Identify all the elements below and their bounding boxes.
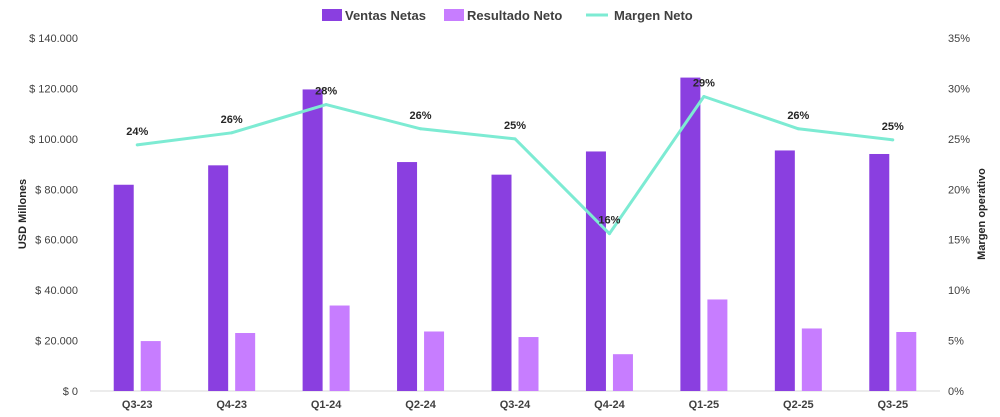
bar-resultado-neto xyxy=(235,333,256,391)
line-point xyxy=(230,131,234,135)
bar-ventas-netas xyxy=(680,77,701,391)
line-point xyxy=(419,127,423,131)
y2-axis-title: Margen operativo xyxy=(976,168,988,260)
x-tick-label: Q2-24 xyxy=(405,399,436,411)
y-tick-label: $ 120.000 xyxy=(29,83,78,95)
bar-resultado-neto xyxy=(707,299,728,391)
y-tick-label: $ 40.000 xyxy=(35,285,78,297)
y2-tick-label: 35% xyxy=(948,33,970,45)
line-point xyxy=(324,103,328,107)
y-tick-label: $ 0 xyxy=(63,386,78,398)
bar-ventas-netas xyxy=(869,153,890,391)
y-tick-label: $ 60.000 xyxy=(35,235,78,247)
x-tick-label: Q4-24 xyxy=(594,399,625,411)
x-tick-label: Q3-25 xyxy=(877,399,908,411)
data-label: 24% xyxy=(126,126,148,138)
data-label: 26% xyxy=(787,110,809,122)
data-label: 26% xyxy=(410,110,432,122)
y-tick-label: $ 100.000 xyxy=(29,134,78,146)
bar-resultado-neto xyxy=(896,331,917,391)
x-tick-label: Q2-25 xyxy=(783,399,814,411)
x-tick-label: Q1-24 xyxy=(311,399,342,411)
data-label: 16% xyxy=(598,215,620,227)
bar-resultado-neto xyxy=(518,337,539,391)
x-tick-label: Q4-23 xyxy=(216,399,247,411)
bar-ventas-netas xyxy=(113,184,134,391)
bar-resultado-neto xyxy=(424,331,445,391)
x-tick-label: Q3-24 xyxy=(500,399,531,411)
y2-tick-label: 30% xyxy=(948,83,970,95)
y2-tick-label: 15% xyxy=(948,235,970,247)
y-tick-label: $ 80.000 xyxy=(35,184,78,196)
bar-ventas-netas xyxy=(397,162,418,391)
data-label: 25% xyxy=(882,121,904,133)
data-label: 26% xyxy=(221,114,243,126)
data-label: 29% xyxy=(693,77,715,89)
left-axis: $ 0 $ 20.000 $ 40.000 $ 60.000 $ 80.000 $ 100… xyxy=(29,33,78,398)
y-tick-label: $ 140.000 xyxy=(29,33,78,45)
right-axis: 0% 5% 10% 15% 20% 25% 30% 35% xyxy=(948,33,970,398)
y2-tick-label: 20% xyxy=(948,184,970,196)
line-point xyxy=(891,138,895,142)
y2-tick-label: 5% xyxy=(948,336,964,348)
data-label: 28% xyxy=(315,86,337,98)
legend-swatch xyxy=(322,9,342,21)
x-tick-label: Q3-23 xyxy=(122,399,153,411)
bar-ventas-netas xyxy=(208,165,229,391)
bar-ventas-netas xyxy=(585,151,606,391)
y2-tick-label: 10% xyxy=(948,285,970,297)
legend-swatch xyxy=(444,9,464,21)
line-point xyxy=(796,127,800,131)
legend-label: Resultado Neto xyxy=(467,8,562,23)
legend-label: Ventas Netas xyxy=(345,8,426,23)
bar-ventas-netas xyxy=(774,150,795,391)
line-point xyxy=(513,137,517,141)
bar-ventas-netas xyxy=(302,89,323,392)
line-series-group: 24% 26% 28% 26% 25% 16% 29% 26% 25% xyxy=(126,77,904,236)
y-tick-label: $ 20.000 xyxy=(35,336,78,348)
bar-ventas-netas xyxy=(491,174,512,391)
y2-tick-label: 0% xyxy=(948,386,964,398)
bars-group xyxy=(113,77,917,392)
bar-resultado-neto xyxy=(801,328,822,391)
x-axis-labels: Q3-23 Q4-23 Q1-24 Q2-24 Q3-24 Q4-24 Q1-25 Q2-25… xyxy=(122,399,908,411)
bar-resultado-neto xyxy=(329,305,350,391)
line-point xyxy=(702,94,706,98)
legend: Ventas Netas Resultado Neto Margen Neto xyxy=(322,8,693,23)
y-axis-title: USD Millones xyxy=(17,179,29,249)
y2-tick-label: 25% xyxy=(948,134,970,146)
bar-resultado-neto xyxy=(612,354,633,391)
data-label: 25% xyxy=(504,120,526,132)
x-tick-label: Q1-25 xyxy=(689,399,720,411)
line-point xyxy=(135,143,139,147)
legend-label: Margen Neto xyxy=(614,8,693,23)
line-point xyxy=(607,232,611,236)
bar-resultado-neto xyxy=(140,341,161,391)
